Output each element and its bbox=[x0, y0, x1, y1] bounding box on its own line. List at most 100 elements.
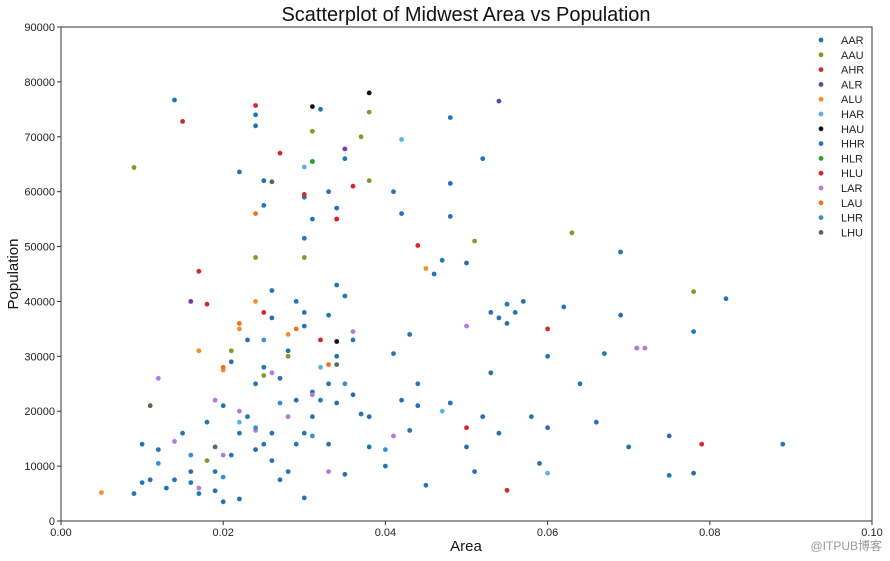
data-point-hhr bbox=[520, 299, 526, 304]
data-point-har bbox=[399, 137, 404, 142]
data-point-hau bbox=[366, 90, 372, 96]
legend-marker bbox=[818, 215, 824, 221]
data-point-hhr bbox=[488, 370, 494, 376]
series-ahr bbox=[180, 103, 705, 493]
y-tick-label: 0 bbox=[49, 516, 55, 528]
data-point-aar bbox=[285, 469, 291, 474]
data-point-hhr bbox=[447, 181, 453, 186]
data-point-aar bbox=[358, 411, 364, 417]
data-point-hhr bbox=[342, 471, 348, 477]
legend-item-lar: LAR bbox=[818, 183, 862, 195]
data-point-ahr bbox=[350, 183, 356, 189]
data-point-aar bbox=[512, 310, 518, 315]
data-point-hhr bbox=[415, 403, 421, 409]
legend-item-aau: AAU bbox=[818, 50, 864, 62]
data-point-hhr bbox=[172, 477, 177, 483]
legend-marker bbox=[818, 111, 824, 117]
data-point-aar bbox=[318, 106, 323, 112]
legend-marker bbox=[818, 96, 824, 102]
data-point-hhr bbox=[504, 321, 510, 326]
data-point-aar bbox=[334, 282, 340, 288]
data-point-lau bbox=[237, 321, 242, 326]
data-point-hau bbox=[310, 104, 315, 109]
data-point-aar bbox=[577, 381, 583, 387]
data-point-har bbox=[301, 164, 307, 170]
data-point-alu bbox=[99, 490, 104, 495]
data-point-hhr bbox=[277, 375, 283, 381]
data-point-alu bbox=[196, 348, 202, 354]
data-point-hhr bbox=[366, 414, 372, 420]
data-point-lhu bbox=[147, 403, 153, 409]
data-point-hhr bbox=[350, 392, 356, 398]
legend-item-hau: HAU bbox=[818, 124, 864, 136]
data-point-lar bbox=[326, 469, 331, 474]
legend: AAR AAU AHR ALR ALU HAR HAU HHR HLR HLU LAR LAU LHR L… bbox=[818, 35, 865, 239]
data-point-hau bbox=[334, 339, 340, 344]
legend-item-aar: AAR bbox=[818, 35, 864, 47]
data-point-lar bbox=[350, 329, 356, 334]
series-lar bbox=[155, 323, 648, 491]
data-point-lar bbox=[634, 345, 640, 351]
legend-label: ALU bbox=[841, 94, 862, 106]
data-point-lar bbox=[237, 408, 242, 414]
data-point-hhr bbox=[593, 419, 599, 425]
data-point-hhr bbox=[301, 310, 307, 315]
legend-label: AAR bbox=[841, 35, 864, 47]
x-axis-label: Area bbox=[450, 538, 482, 555]
data-point-aau bbox=[261, 373, 267, 378]
data-point-aar bbox=[342, 293, 348, 299]
data-point-hhr bbox=[334, 400, 340, 406]
y-tick-label: 70000 bbox=[24, 132, 55, 144]
legend-item-ahr: AHR bbox=[818, 65, 864, 77]
data-point-hhr bbox=[334, 205, 340, 211]
legend-label: LHU bbox=[841, 227, 863, 239]
series-hau bbox=[310, 90, 372, 344]
series-hhr bbox=[131, 123, 696, 505]
data-point-lhr bbox=[253, 425, 258, 431]
data-point-aar bbox=[285, 348, 291, 354]
y-tick-label: 30000 bbox=[24, 351, 55, 363]
y-tick-label: 10000 bbox=[24, 461, 55, 473]
data-point-aar bbox=[391, 351, 396, 356]
legend-marker bbox=[818, 230, 824, 235]
legend-label: LHR bbox=[841, 213, 863, 225]
legend-label: HLR bbox=[841, 153, 863, 165]
legend-label: LAU bbox=[841, 198, 862, 210]
legend-label: HLU bbox=[841, 168, 863, 180]
legend-marker bbox=[818, 82, 824, 87]
data-point-hhr bbox=[261, 178, 267, 184]
data-point-aar bbox=[301, 235, 307, 241]
data-point-aar bbox=[253, 112, 258, 118]
data-point-hhr bbox=[537, 461, 542, 466]
x-tick-label: 0.10 bbox=[861, 527, 882, 539]
x-tick-label: 0.00 bbox=[50, 527, 71, 539]
data-point-aar bbox=[261, 441, 267, 447]
data-point-aau bbox=[131, 165, 137, 170]
data-point-aar bbox=[301, 323, 307, 329]
data-point-aar bbox=[618, 249, 623, 255]
data-point-hhr bbox=[423, 482, 429, 488]
data-point-hhr bbox=[626, 444, 632, 450]
data-point-aar bbox=[318, 397, 323, 403]
data-point-ahr bbox=[277, 150, 283, 156]
data-point-aar bbox=[723, 296, 729, 302]
data-point-lar bbox=[220, 452, 226, 458]
data-point-alu bbox=[237, 326, 242, 332]
data-point-lhr bbox=[310, 433, 315, 439]
series-hlu bbox=[334, 216, 340, 222]
legend-label: HAU bbox=[841, 124, 864, 136]
data-point-aar bbox=[172, 97, 177, 103]
data-point-ahr bbox=[204, 301, 210, 307]
data-point-aar bbox=[447, 115, 453, 120]
data-point-hhr bbox=[269, 315, 275, 321]
data-point-hlr bbox=[310, 159, 315, 164]
data-point-lar bbox=[172, 439, 177, 444]
data-point-ahr bbox=[464, 425, 469, 431]
data-point-aar bbox=[504, 301, 510, 307]
data-point-lau bbox=[326, 362, 331, 367]
legend-marker bbox=[818, 156, 824, 161]
data-point-aar bbox=[261, 203, 267, 208]
data-point-aar bbox=[204, 419, 210, 425]
legend-marker bbox=[818, 200, 824, 206]
data-point-aau bbox=[253, 255, 258, 260]
